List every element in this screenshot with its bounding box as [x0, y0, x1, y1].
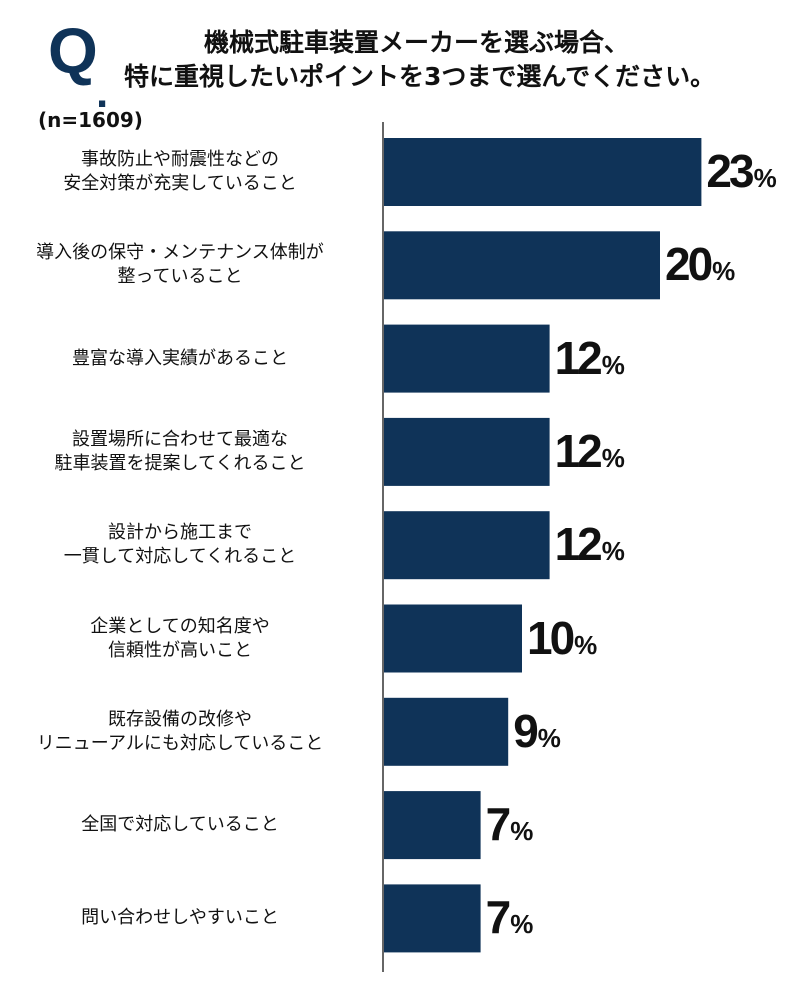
value-number-3: 12: [554, 331, 603, 384]
value-unit-1: %: [753, 163, 777, 193]
bar-5: [384, 511, 550, 580]
category-label-8: 全国で対応していること: [81, 814, 279, 836]
value-label-6: 10%: [527, 611, 597, 665]
value-unit-2: %: [712, 256, 736, 287]
category-label-1: 事故防止や耐震性などの 安全対策が充実していること: [63, 149, 297, 194]
question-title-line-1: 機械式駐車装置メーカーを選ぶ場合、: [204, 28, 630, 57]
value-unit-5: %: [601, 536, 625, 567]
category-label-3: 豊富な導入実績があること: [72, 347, 288, 369]
value-number-1: 23: [706, 145, 754, 197]
category-label-9: 問い合わせしやすいこと: [81, 907, 279, 929]
question-letter: Q: [48, 15, 98, 87]
value-number-7: 9: [513, 704, 539, 757]
bar-4: [384, 417, 550, 486]
value-label-2: 20%: [665, 237, 735, 291]
bar-1: [384, 138, 702, 206]
value-label-8: 7%: [486, 797, 534, 851]
value-number-5: 12: [554, 518, 603, 571]
category-label-7: 既存設備の改修や リニューアルにも対応していること: [36, 708, 324, 754]
category-label-5: 設計から施工まで 一貫して対応してくれること: [63, 522, 297, 568]
value-unit-4: %: [601, 442, 625, 473]
value-number-6: 10: [527, 611, 575, 664]
value-unit-8: %: [510, 816, 534, 847]
category-label-2: 導入後の保守・メンテナンス体制が 整っていること: [36, 242, 324, 288]
value-label-1: 23%: [706, 144, 776, 198]
value-label-3: 12%: [555, 331, 625, 385]
bar-8: [384, 791, 481, 860]
value-unit-3: %: [601, 349, 625, 380]
bar-3: [384, 324, 550, 393]
question-mark: Q .: [48, 15, 118, 117]
value-label-7: 9%: [513, 704, 561, 758]
value-unit-9: %: [510, 909, 534, 940]
question-dot: .: [96, 68, 109, 117]
bar-7: [384, 697, 509, 766]
value-number-2: 20: [665, 238, 713, 291]
value-number-9: 7: [485, 891, 512, 944]
bar-9: [384, 884, 481, 953]
question-title-line-2: 特に重視したいポイントを3つまで選んでください。: [124, 62, 716, 91]
bar-6: [384, 604, 522, 673]
bar-2: [384, 231, 660, 300]
value-number-4: 12: [554, 424, 603, 477]
sample-size: (n=1609): [38, 108, 143, 132]
value-label-5: 12%: [555, 517, 625, 571]
category-label-6: 企業としての知名度や 信頼性が高いこと: [90, 615, 270, 661]
value-label-4: 12%: [555, 424, 625, 478]
value-number-8: 7: [485, 798, 512, 851]
value-label-9: 7%: [486, 890, 534, 944]
value-unit-6: %: [574, 629, 598, 660]
value-unit-7: %: [537, 722, 561, 753]
category-label-4: 設置場所に合わせて最適な 駐車装置を提案してくれること: [54, 428, 306, 474]
